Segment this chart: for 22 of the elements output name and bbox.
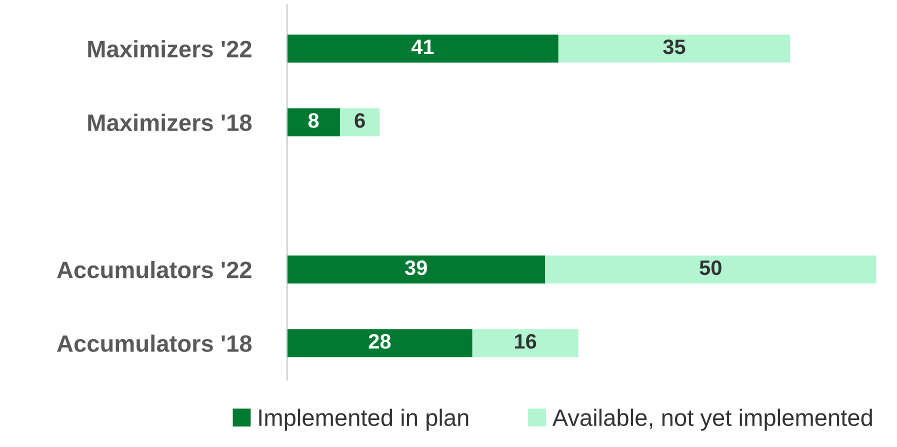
y-tick-label: Accumulators '22 bbox=[57, 260, 252, 278]
bar bbox=[287, 34, 558, 63]
legend-label: Available, not yet implemented bbox=[552, 408, 872, 431]
data-label: 39 bbox=[405, 260, 427, 276]
bar bbox=[472, 329, 578, 358]
data-label: 28 bbox=[368, 334, 391, 349]
bar bbox=[287, 256, 546, 284]
bar bbox=[545, 256, 876, 284]
bar bbox=[558, 34, 790, 63]
data-label: 50 bbox=[700, 260, 722, 276]
data-label: 16 bbox=[515, 334, 536, 349]
y-tick-label: Maximizers '18 bbox=[88, 114, 252, 132]
bar bbox=[287, 108, 340, 136]
y-tick-label: Maximizers '22 bbox=[88, 40, 252, 58]
bar bbox=[340, 108, 380, 136]
data-label: 35 bbox=[663, 39, 686, 54]
data-label: 8 bbox=[308, 113, 319, 128]
bar bbox=[287, 329, 472, 358]
data-label: 6 bbox=[354, 113, 365, 128]
y-tick-label: Accumulators '18 bbox=[57, 334, 252, 352]
data-label: 41 bbox=[411, 40, 434, 54]
legend-label: Implemented in plan bbox=[259, 408, 468, 431]
